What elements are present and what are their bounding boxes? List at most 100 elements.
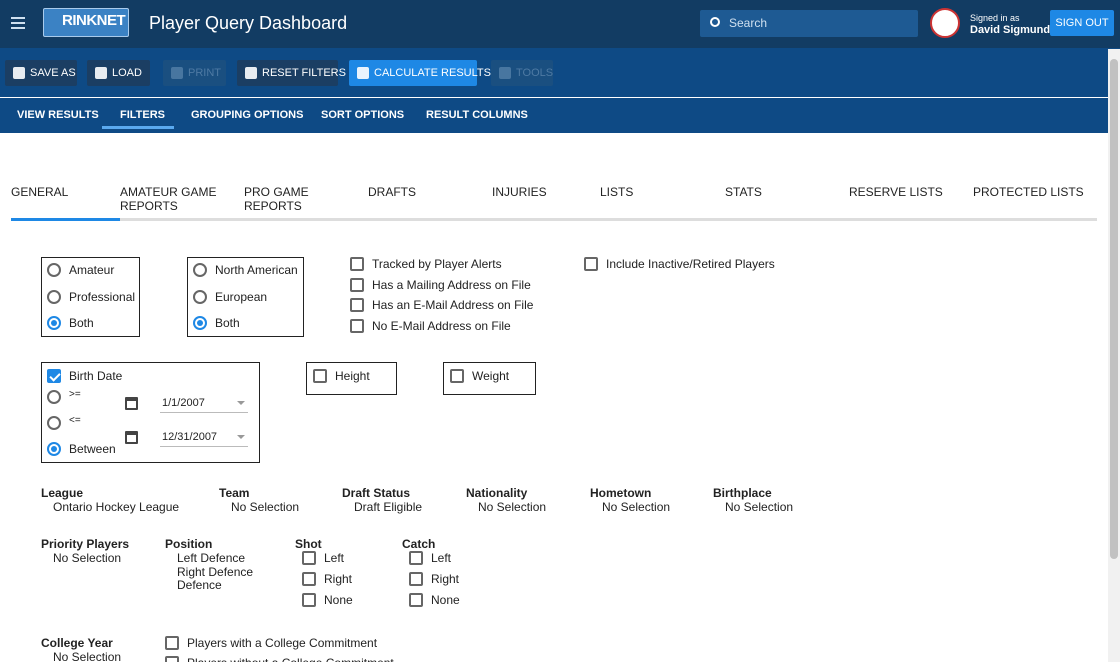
checkbox-label: Include Inactive/Retired Players [606,257,775,271]
subtab[interactable]: DRAFTS [368,185,416,199]
scrollbar[interactable] [1108,49,1120,662]
radio-group [41,257,140,337]
field-value: No Selection [602,500,671,514]
date-value: 1/1/2007 [162,397,205,409]
radio[interactable] [193,316,207,330]
subtab[interactable]: LISTS [600,185,634,199]
radio[interactable] [47,316,61,330]
checkbox-label: Right [431,572,460,586]
field-label: Nationality [466,486,528,500]
field-label: Shot [295,537,322,551]
toolbar-icon [95,67,107,79]
search-box[interactable] [700,10,918,37]
checkbox[interactable] [409,593,423,607]
field-label: Team [219,486,250,500]
subtab[interactable]: PRO GAME REPORTS [244,185,309,213]
checkbox-label: Tracked by Player Alerts [372,257,502,271]
field-label: League [41,486,84,500]
field-value: No Selection [53,551,122,565]
checkbox[interactable] [302,593,316,607]
toolbar-icon [245,67,257,79]
radio-label: Amateur [69,263,115,277]
radio[interactable] [47,442,61,456]
menu-icon[interactable] [11,17,25,29]
checkbox[interactable] [350,319,364,334]
toolbar-label: LOAD [112,67,142,79]
date-field[interactable] [160,393,248,413]
checkbox-label: Players with a College Commitment [187,636,378,650]
radio[interactable] [47,289,61,304]
field-value: No Selection [725,500,794,514]
calendar-icon[interactable] [125,431,138,444]
checkbox[interactable] [409,551,423,565]
checkbox-label: Has an E-Mail Address on File [372,298,534,313]
checkbox-label: Weight [472,369,510,383]
radio-label: >= [69,389,81,400]
radio-label: European [215,289,268,304]
radio[interactable] [193,289,207,304]
subtab[interactable]: STATS [725,185,762,199]
birth-date-box [41,362,260,463]
field-value: Defence [177,578,222,592]
field-value: Right Defence [177,564,254,579]
toolbar-button[interactable] [349,60,477,86]
radio[interactable] [47,390,61,404]
radio-label: Both [69,316,94,330]
dropdown-arrow [237,401,245,405]
subtab[interactable]: AMATEUR GAME REPORTS [120,185,217,213]
radio[interactable] [47,416,61,430]
toolbar-label: RESET FILTERS [262,67,346,79]
radio-label: <= [69,415,81,426]
checkbox-label: Has a Mailing Address on File [372,277,531,292]
checkbox[interactable] [313,369,327,383]
toolbar-label: CALCULATE RESULTS [374,67,491,79]
subtab[interactable]: INJURIES [492,185,547,199]
sign-out-button[interactable]: SIGN OUT [1050,10,1114,36]
radio[interactable] [193,263,207,277]
date-value: 12/31/2007 [162,431,218,443]
active-tab-underline [102,126,174,129]
tab[interactable]: RESULT COLUMNS [426,109,528,121]
calendar-icon[interactable] [125,397,138,410]
checkbox[interactable] [47,369,61,383]
tab[interactable]: GROUPING OPTIONS [191,109,304,121]
height-box [306,362,397,395]
toolbar-icon [13,67,25,79]
checkbox[interactable] [350,277,364,292]
radio-label: Professional [69,289,136,304]
field-value: No Selection [231,500,300,514]
radio-group [187,257,304,337]
toolbar-label: PRINT [188,67,221,79]
checkbox[interactable] [584,257,598,271]
checkbox-label: Birth Date [69,369,123,383]
field-value: Draft Eligible [354,500,423,514]
checkbox[interactable] [450,369,464,383]
subtab[interactable]: RESERVE LISTS [849,185,943,199]
checkbox[interactable] [409,572,423,586]
checkbox-label: None [324,593,353,607]
date-field[interactable] [160,427,248,447]
toolbar-icon [171,67,183,79]
field-label: Birthplace [713,486,772,500]
toolbar-label: SAVE AS [30,67,76,79]
subtab[interactable]: PROTECTED LISTS [973,185,1084,199]
toolbar-icon [499,67,511,79]
field-value: No Selection [53,650,122,662]
checkbox[interactable] [350,257,364,271]
tab[interactable]: FILTERS [120,109,166,121]
field-value: No Selection [478,500,547,514]
radio[interactable] [47,263,61,277]
checkbox-label: Right [324,572,353,586]
tab[interactable]: SORT OPTIONS [321,109,405,121]
tab[interactable]: VIEW RESULTS [17,109,99,121]
field-value: Left Defence [177,551,246,565]
field-label: Draft Status [342,486,411,500]
checkbox[interactable] [302,572,316,586]
checkbox[interactable] [302,551,316,565]
tabs-bar [0,98,1120,133]
checkbox[interactable] [165,636,179,650]
subtab[interactable]: GENERAL [11,185,69,199]
checkbox[interactable] [165,656,179,662]
checkbox[interactable] [350,298,364,313]
